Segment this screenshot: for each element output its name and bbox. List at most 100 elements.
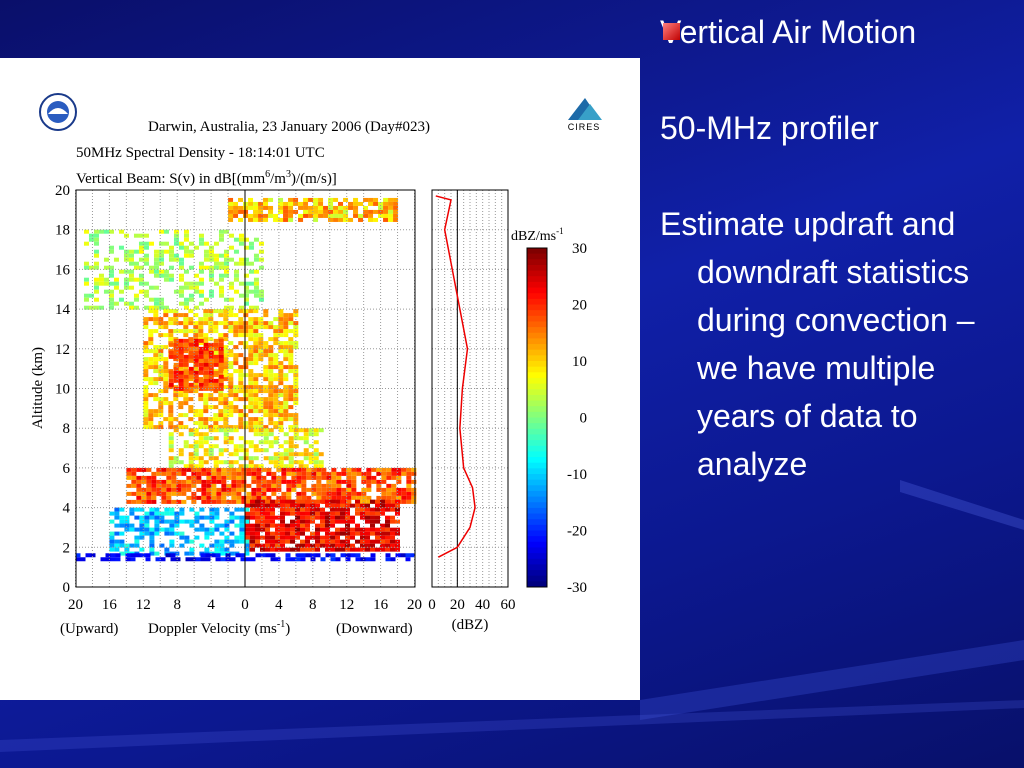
map-cell [178, 421, 184, 426]
map-cell [171, 483, 177, 488]
map-cell [250, 535, 255, 540]
map-cell [248, 425, 254, 430]
map-cell [233, 345, 239, 350]
map-cell [208, 405, 214, 410]
map-cell [154, 519, 160, 524]
map-cell [168, 456, 174, 461]
map-cell [406, 475, 412, 480]
map-cell [236, 483, 242, 488]
map-cell [335, 531, 340, 536]
map-cell [169, 539, 175, 544]
map-cell [396, 471, 402, 476]
map-cell [320, 523, 325, 528]
map-cell [143, 341, 149, 346]
map-cell [255, 511, 260, 516]
map-cell [166, 471, 172, 476]
map-cell [201, 499, 207, 504]
map-cell [206, 487, 212, 492]
map-cell [203, 378, 209, 383]
map-cell [258, 464, 264, 469]
map-cell [208, 273, 214, 278]
map-cell [290, 503, 295, 508]
map-cell [355, 553, 361, 558]
map-cell [335, 511, 340, 516]
map-cell [335, 507, 340, 512]
map-cell [221, 475, 227, 480]
map-cell [248, 373, 254, 378]
map-cell [253, 305, 259, 310]
map-cell [340, 503, 345, 508]
map-cell [265, 499, 270, 504]
map-cell [198, 436, 204, 441]
map-cell [161, 495, 167, 500]
map-cell [258, 405, 264, 410]
map-cell [164, 527, 170, 532]
map-cell [168, 444, 174, 449]
t: )/(m/s)] [291, 171, 337, 187]
map-cell [396, 487, 402, 492]
map-cell [288, 460, 294, 465]
map-cell [308, 209, 314, 214]
map-cell [245, 523, 250, 528]
map-cell [213, 261, 219, 266]
map-cell [118, 289, 124, 294]
map-cell [166, 495, 172, 500]
dbz-tick-label: 40 [475, 597, 490, 613]
map-cell [169, 507, 175, 512]
plot-frame [75, 189, 416, 588]
map-cell [233, 444, 239, 449]
map-cell [203, 440, 209, 445]
map-cell [218, 382, 224, 387]
map-cell [388, 197, 394, 202]
colorbar-cell [527, 462, 547, 469]
map-cell [385, 553, 391, 558]
map-cell [238, 464, 244, 469]
spectral-density-map [75, 197, 417, 562]
map-cell [143, 325, 149, 330]
map-cell [293, 421, 299, 426]
map-cell [366, 467, 372, 472]
map-cell [223, 353, 229, 358]
map-cell [93, 253, 99, 258]
map-cell [286, 483, 292, 488]
map-cell [188, 265, 194, 270]
map-cell [255, 539, 260, 544]
map-cell [373, 201, 379, 206]
map-cell [144, 511, 150, 516]
map-cell [203, 265, 209, 270]
map-cell [219, 531, 225, 536]
map-cell [163, 381, 169, 386]
map-cell [143, 377, 149, 382]
map-cell [198, 317, 204, 322]
map-cell [238, 237, 244, 242]
map-cell [198, 277, 204, 282]
map-cell [119, 531, 125, 536]
map-cell [226, 499, 232, 504]
map-cell [258, 341, 264, 346]
map-cell [213, 460, 219, 465]
map-cell [373, 197, 379, 202]
map-cell [303, 432, 309, 437]
map-cell [390, 507, 395, 512]
map-cell [218, 289, 224, 294]
map-cell [234, 515, 240, 520]
map-cell [186, 487, 192, 492]
map-cell [268, 421, 274, 426]
map-cell [188, 405, 194, 410]
map-cell [161, 483, 167, 488]
colorbar-cell [527, 315, 547, 322]
map-cell [250, 523, 255, 528]
map-cell [253, 325, 259, 330]
map-cell [223, 309, 229, 314]
map-cell [231, 483, 237, 488]
map-cell [283, 393, 289, 398]
map-cell [345, 557, 351, 562]
map-cell [288, 452, 294, 457]
map-cell [208, 313, 214, 318]
map-cell [365, 527, 370, 532]
map-cell [283, 357, 289, 362]
map-cell [270, 511, 275, 516]
map-cell [258, 440, 264, 445]
map-cell [206, 471, 212, 476]
map-cell [248, 217, 254, 222]
